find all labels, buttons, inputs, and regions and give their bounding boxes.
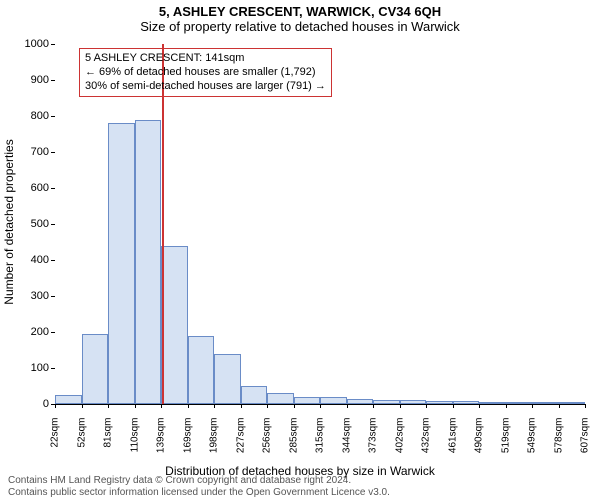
x-tick-mark: [426, 404, 427, 408]
x-tick-mark: [453, 404, 454, 408]
y-tick-label: 500: [0, 218, 49, 230]
y-tick-mark: [51, 152, 55, 153]
x-tick-mark: [294, 404, 295, 408]
histogram-bar: [214, 354, 241, 404]
y-tick-label: 400: [0, 254, 49, 266]
y-tick-mark: [51, 44, 55, 45]
copyright-line2: Contains public sector information licen…: [8, 487, 592, 499]
x-tick-mark: [55, 404, 56, 408]
x-tick-mark: [188, 404, 189, 408]
y-tick-label: 300: [0, 290, 49, 302]
x-tick-mark: [214, 404, 215, 408]
x-tick-mark: [161, 404, 162, 408]
y-tick-label: 100: [0, 362, 49, 374]
x-tick-mark: [373, 404, 374, 408]
marker-line: [162, 44, 164, 404]
annotation-box: 5 ASHLEY CRESCENT: 141sqm ← 69% of detac…: [79, 48, 332, 97]
copyright: Contains HM Land Registry data © Crown c…: [8, 475, 592, 498]
histogram-bar: [294, 397, 321, 404]
histogram-bar: [426, 401, 453, 404]
y-tick-mark: [51, 296, 55, 297]
chart-subtitle: Size of property relative to detached ho…: [0, 19, 600, 34]
y-tick-label: 200: [0, 326, 49, 338]
plot: 22sqm52sqm81sqm110sqm139sqm169sqm198sqm2…: [55, 44, 585, 405]
page-title: 5, ASHLEY CRESCENT, WARWICK, CV34 6QH: [0, 0, 600, 19]
y-tick-mark: [51, 260, 55, 261]
x-tick-mark: [532, 404, 533, 408]
y-tick-label: 900: [0, 74, 49, 86]
y-tick-label: 700: [0, 146, 49, 158]
annotation-line2: ← 69% of detached houses are smaller (1,…: [85, 66, 326, 80]
histogram-bar: [453, 401, 480, 404]
annotation-line1: 5 ASHLEY CRESCENT: 141sqm: [85, 52, 326, 66]
histogram-bar: [400, 400, 427, 404]
histogram-bar: [347, 399, 374, 404]
histogram-bar: [373, 400, 400, 404]
x-tick-mark: [320, 404, 321, 408]
x-tick-mark: [241, 404, 242, 408]
histogram-bar: [82, 334, 109, 404]
histogram-bar: [55, 395, 82, 404]
y-tick-mark: [51, 188, 55, 189]
y-tick-mark: [51, 116, 55, 117]
histogram-bar: [135, 120, 162, 404]
x-tick-mark: [559, 404, 560, 408]
x-tick-mark: [135, 404, 136, 408]
chart-container: 5, ASHLEY CRESCENT, WARWICK, CV34 6QH Si…: [0, 0, 600, 500]
x-tick-mark: [506, 404, 507, 408]
x-tick-mark: [479, 404, 480, 408]
histogram-bar: [188, 336, 215, 404]
x-tick-mark: [585, 404, 586, 408]
histogram-bar: [108, 123, 135, 404]
y-tick-mark: [51, 368, 55, 369]
x-tick-mark: [82, 404, 83, 408]
y-tick-mark: [51, 332, 55, 333]
histogram-bar: [161, 246, 188, 404]
histogram-bar: [267, 393, 294, 404]
x-tick-mark: [108, 404, 109, 408]
y-tick-mark: [51, 80, 55, 81]
chart-area: 22sqm52sqm81sqm110sqm139sqm169sqm198sqm2…: [55, 44, 585, 404]
y-tick-label: 0: [0, 398, 49, 410]
histogram-bar: [506, 402, 533, 404]
y-tick-label: 800: [0, 110, 49, 122]
y-tick-label: 600: [0, 182, 49, 194]
histogram-bar: [559, 402, 586, 404]
histogram-bar: [532, 402, 559, 404]
annotation-line3: 30% of semi-detached houses are larger (…: [85, 80, 326, 94]
copyright-line1: Contains HM Land Registry data © Crown c…: [8, 475, 592, 487]
histogram-bar: [320, 397, 347, 404]
histogram-bar: [241, 386, 268, 404]
x-tick-mark: [267, 404, 268, 408]
histogram-bar: [479, 402, 506, 404]
y-tick-mark: [51, 224, 55, 225]
x-tick-mark: [400, 404, 401, 408]
x-tick-mark: [347, 404, 348, 408]
y-tick-label: 1000: [0, 38, 49, 50]
